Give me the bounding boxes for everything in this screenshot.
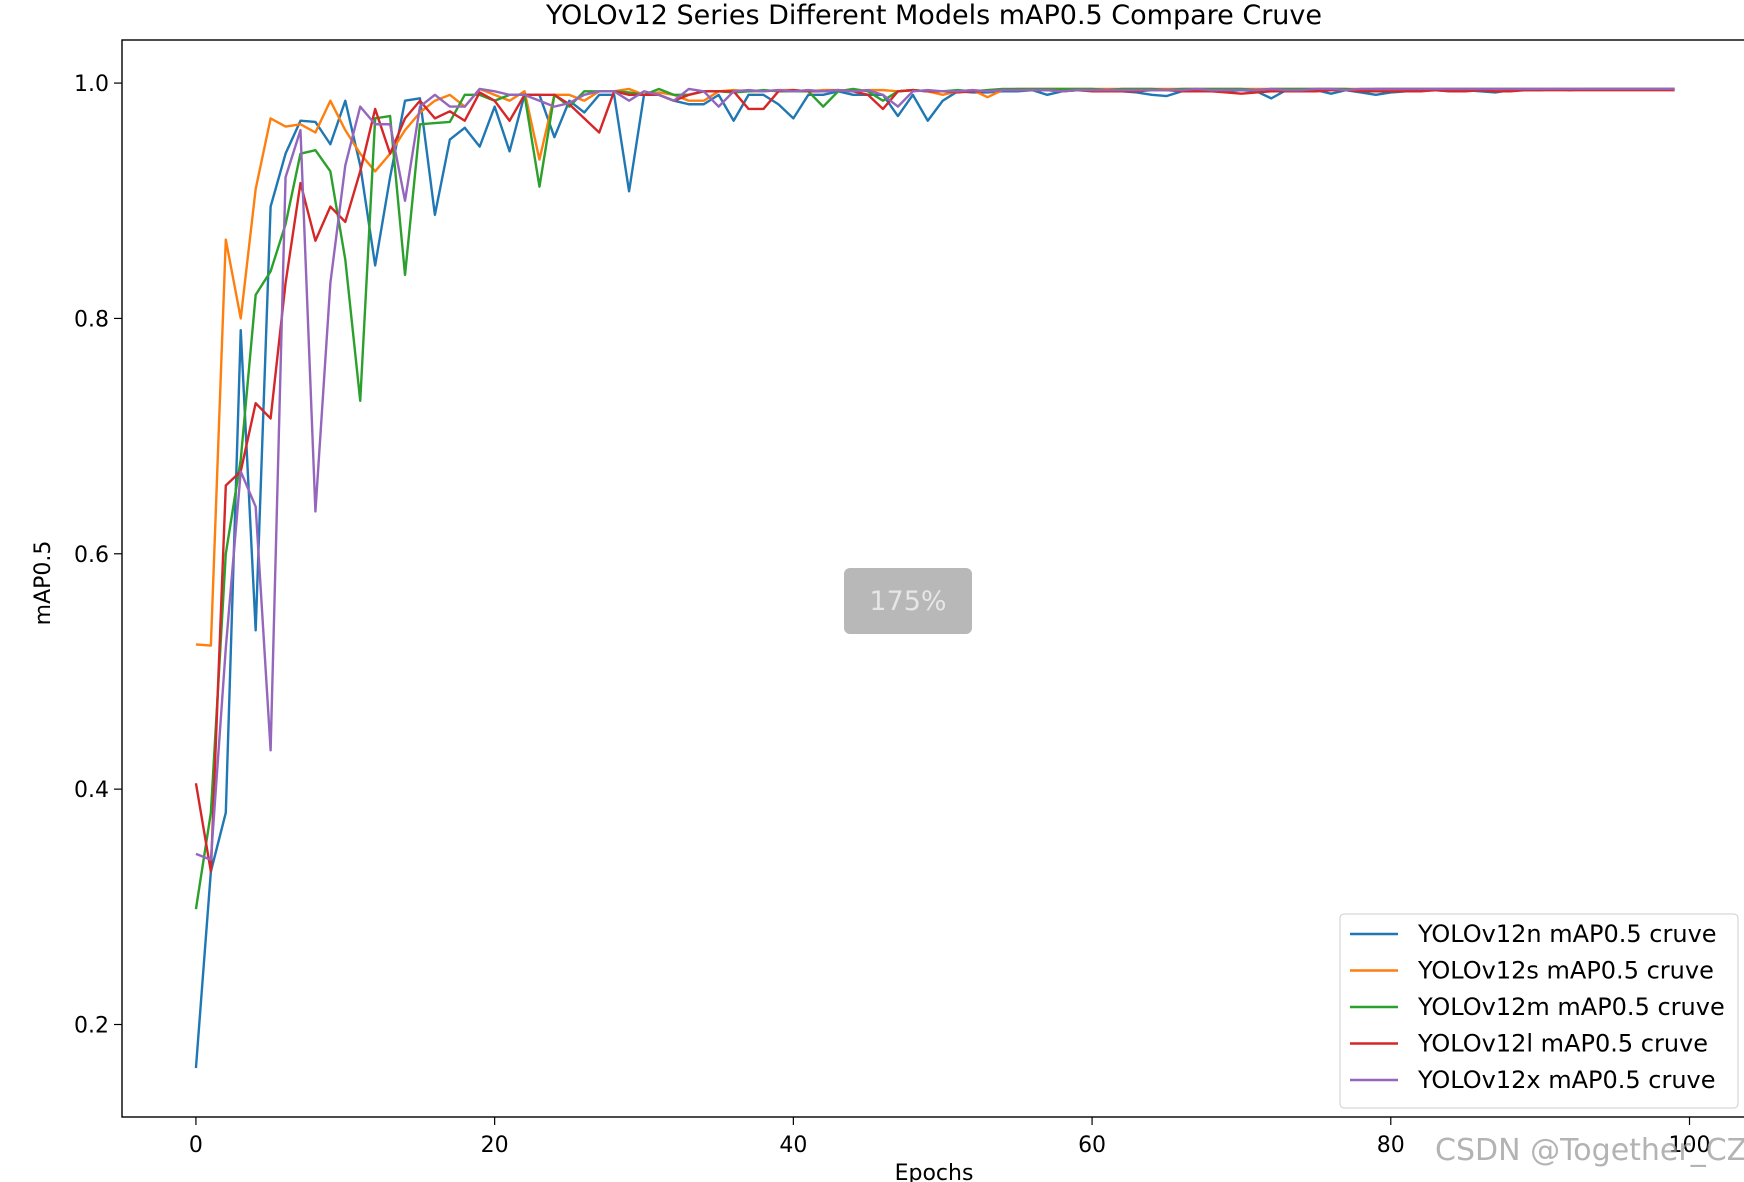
y-tick-label: 0.4 (74, 778, 109, 803)
y-tick-label: 0.8 (74, 307, 109, 332)
x-tick-label: 80 (1377, 1133, 1405, 1158)
legend-label: YOLOv12s mAP0.5 cruve (1417, 957, 1714, 985)
x-tick-label: 40 (779, 1133, 807, 1158)
series-line (194, 87, 1675, 910)
legend-label: YOLOv12l mAP0.5 cruve (1417, 1030, 1708, 1058)
legend-label: YOLOv12m mAP0.5 cruve (1417, 993, 1725, 1021)
x-tick-label: 20 (481, 1133, 509, 1158)
y-tick-label: 0.6 (74, 543, 109, 568)
plot-frame (121, 39, 1744, 1118)
series-line (195, 87, 1675, 647)
watermark: CSDN @Together_CZ (1435, 1133, 1744, 1168)
series-line (194, 88, 1675, 873)
chart-title: YOLOv12 Series Different Models mAP0.5 C… (545, 0, 1322, 31)
x-axis-label: Epochs (895, 1161, 974, 1182)
series-line (195, 87, 1675, 861)
zoom-toast (844, 568, 972, 634)
legend-box (1339, 913, 1739, 1109)
y-tick-label: 1.0 (74, 72, 109, 97)
y-axis-label: mAP0.5 (31, 541, 56, 626)
legend-label: YOLOv12n mAP0.5 cruve (1417, 920, 1717, 948)
y-tick-label: 0.2 (74, 1014, 109, 1039)
x-tick-label: 0 (189, 1133, 203, 1158)
x-tick-label: 60 (1078, 1133, 1106, 1158)
x-tick-label: 100 (1669, 1133, 1711, 1158)
legend-label: YOLOv12x mAP0.5 cruve (1417, 1066, 1716, 1094)
zoom-toast-label: 175% (869, 586, 946, 617)
